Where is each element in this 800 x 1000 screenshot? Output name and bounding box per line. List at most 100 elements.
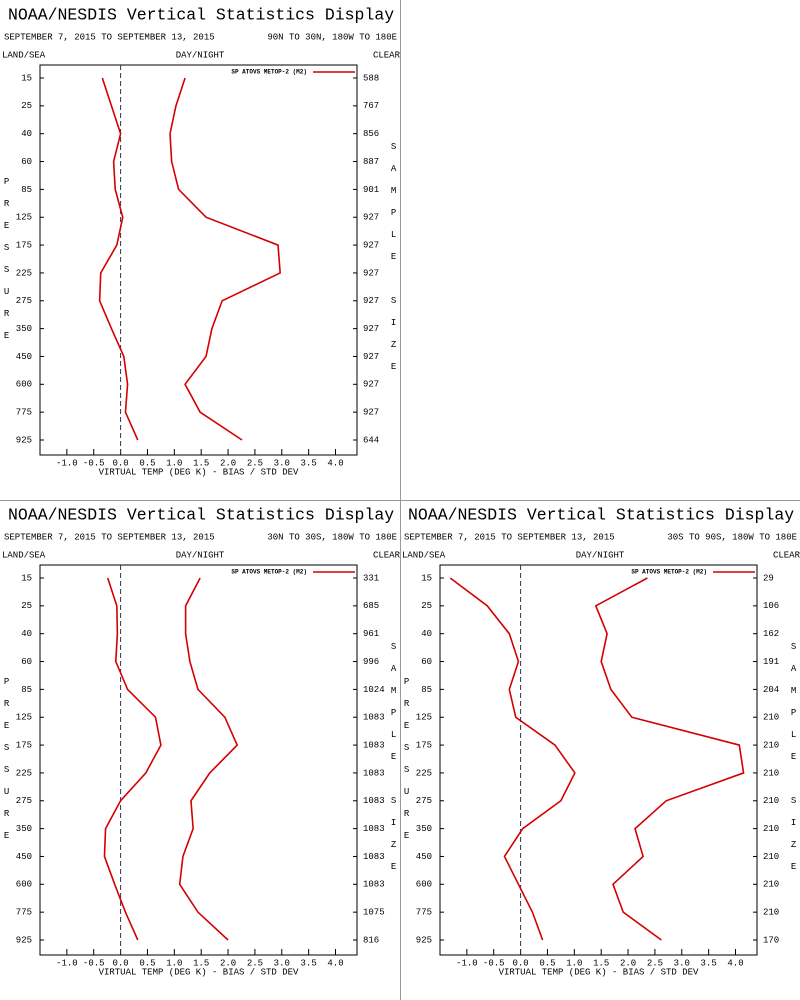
x-tick-label: 0.5 [539, 958, 555, 968]
y-tick-label: 15 [21, 73, 32, 83]
x-tick-label: 3.0 [274, 458, 290, 468]
region: 90N TO 30N, 180W TO 180E [267, 32, 397, 42]
subtitle: SEPTEMBER 7, 2015 TO SEPTEMBER 13, 2015 [4, 532, 215, 542]
x-tick-label: 2.0 [220, 458, 236, 468]
sample-size-label: 927 [363, 213, 379, 223]
sample-size-label: 162 [763, 629, 779, 639]
sample-size-label: 170 [763, 935, 779, 945]
data-line [178, 577, 239, 941]
subtitle: SEPTEMBER 7, 2015 TO SEPTEMBER 13, 2015 [404, 532, 615, 542]
subtitle: SEPTEMBER 7, 2015 TO SEPTEMBER 13, 2015 [4, 32, 215, 42]
plot-frame [439, 564, 758, 956]
y-tick-label: 925 [416, 935, 432, 945]
x-tick-label: 2.5 [647, 958, 663, 968]
y-tick-label: 275 [16, 796, 32, 806]
y-tick-label: 125 [16, 713, 32, 723]
y-tick-label: 925 [16, 935, 32, 945]
sample-size-label: 927 [363, 240, 379, 250]
y-tick-label: 275 [16, 296, 32, 306]
sample-size-label: 1083 [363, 880, 385, 890]
chart-title: NOAA/NESDIS Vertical Statistics Display [8, 5, 394, 24]
x-label: VIRTUAL TEMP (DEG K) - BIAS / STD DEV [99, 967, 299, 977]
region: 30S TO 90S, 180W TO 180E [667, 532, 797, 542]
x-tick-label: 3.0 [274, 958, 290, 968]
y-label: PRESSURE [402, 677, 412, 853]
y-tick-label: 350 [16, 824, 32, 834]
legend-label: SP ATOVS METOP-2 (M2) [231, 569, 307, 576]
sample-size-label: 1075 [363, 908, 385, 918]
sample-size-label: 767 [363, 101, 379, 111]
y-tick-label: 225 [416, 768, 432, 778]
y-tick-label: 350 [16, 324, 32, 334]
sample-size-label: 887 [363, 157, 379, 167]
y-tick-label: 125 [416, 713, 432, 723]
sample-size-label: 644 [363, 435, 379, 445]
legend-label: SP ATOVS METOP-2 (M2) [631, 569, 707, 576]
x-tick-label: 2.5 [247, 458, 263, 468]
y-tick-label: 775 [16, 408, 32, 418]
chart-panel: NOAA/NESDIS Vertical Statistics Display S… [2, 5, 401, 477]
land-sea: LAND/SEA [2, 550, 46, 560]
x-label: VIRTUAL TEMP (DEG K) - BIAS / STD DEV [99, 467, 299, 477]
chart-panel: NOAA/NESDIS Vertical Statistics Display S… [402, 505, 800, 977]
x-tick-label: -0.5 [83, 458, 105, 468]
sample-size-label: 1083 [363, 740, 385, 750]
x-tick-label: 4.0 [327, 458, 343, 468]
chart-title: NOAA/NESDIS Vertical Statistics Display [408, 505, 794, 524]
y-tick-label: 40 [21, 629, 32, 639]
sample-size-label: 29 [763, 573, 774, 583]
x-tick-label: 2.0 [620, 958, 636, 968]
x-tick-label: -1.0 [56, 958, 78, 968]
sample-size-label: 901 [363, 185, 379, 195]
day-night: DAY/NIGHT [176, 50, 225, 60]
sample-size-label: 927 [363, 408, 379, 418]
y-tick-label: 775 [416, 908, 432, 918]
y-tick-label: 175 [16, 740, 32, 750]
x-tick-label: 4.0 [727, 958, 743, 968]
y-tick-label: 175 [16, 240, 32, 250]
x-tick-label: 0.0 [112, 958, 128, 968]
x-tick-label: 0.5 [139, 458, 155, 468]
plot-frame [39, 564, 358, 956]
y-tick-label: 775 [16, 908, 32, 918]
y-tick-label: 25 [21, 101, 32, 111]
sample-size-label: 1024 [363, 685, 385, 695]
y-label: PRESSURE [2, 177, 12, 353]
y-tick-label: 40 [21, 129, 32, 139]
x-tick-label: 2.0 [220, 958, 236, 968]
x-tick-label: 3.0 [674, 958, 690, 968]
data-line [169, 77, 282, 441]
x-tick-label: 0.0 [512, 958, 528, 968]
y2-label: SAMPLE SIZE [389, 142, 399, 384]
sample-size-label: 1083 [363, 852, 385, 862]
sample-size-label: 191 [763, 657, 779, 667]
sample-size-label: 816 [363, 935, 379, 945]
y-tick-label: 450 [16, 852, 32, 862]
sample-size-label: 210 [763, 740, 779, 750]
sample-size-label: 856 [363, 129, 379, 139]
x-tick-label: 1.0 [566, 958, 582, 968]
legend-label: SP ATOVS METOP-2 (M2) [231, 69, 307, 76]
y-tick-label: 25 [421, 601, 432, 611]
y-tick-label: 275 [416, 796, 432, 806]
sample-size-label: 204 [763, 685, 779, 695]
x-label: VIRTUAL TEMP (DEG K) - BIAS / STD DEV [499, 967, 699, 977]
y2-label: SAMPLE SIZE [789, 642, 799, 884]
y-tick-label: 85 [21, 685, 32, 695]
x-tick-label: 4.0 [327, 958, 343, 968]
land-sea: LAND/SEA [402, 550, 446, 560]
chart-title: NOAA/NESDIS Vertical Statistics Display [8, 505, 394, 524]
x-tick-label: 3.5 [301, 458, 317, 468]
sample-size-label: 210 [763, 796, 779, 806]
sample-size-label: 927 [363, 324, 379, 334]
y-tick-label: 225 [16, 268, 32, 278]
data-line [594, 577, 745, 941]
sample-size-label: 961 [363, 629, 379, 639]
sample-size-label: 927 [363, 380, 379, 390]
sample-size-label: 210 [763, 824, 779, 834]
sample-size-label: 927 [363, 352, 379, 362]
sample-size-label: 210 [763, 768, 779, 778]
data-line [98, 77, 139, 441]
y-tick-label: 60 [21, 157, 32, 167]
